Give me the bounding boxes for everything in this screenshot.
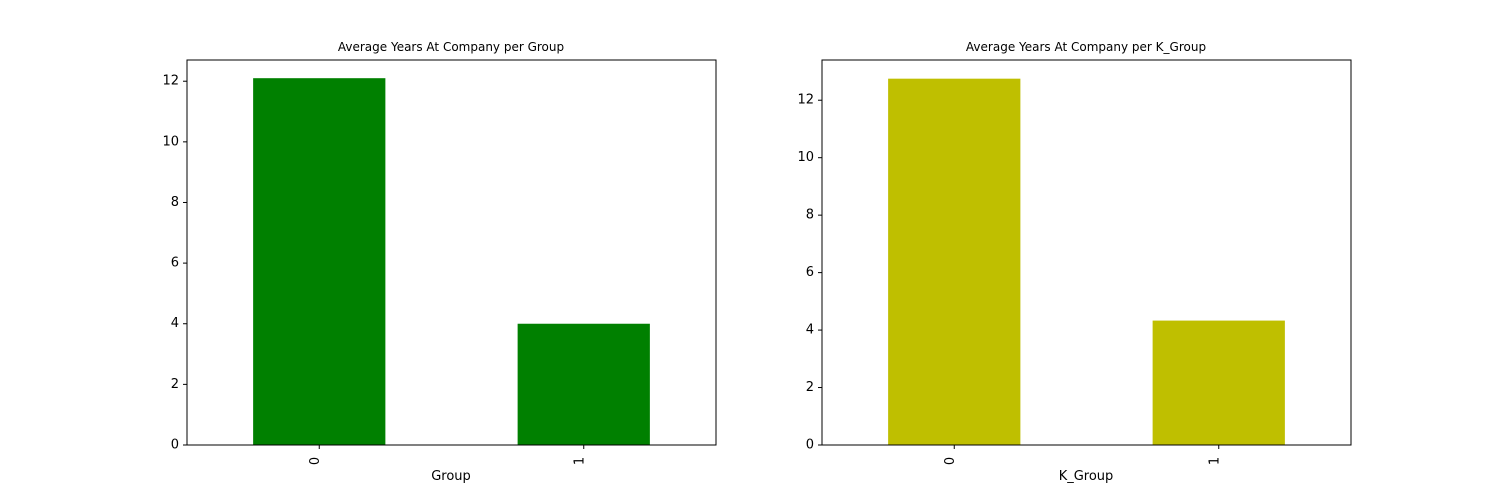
x-tick-label: 1: [572, 457, 587, 465]
y-tick-label: 10: [797, 150, 814, 165]
y-tick-label: 12: [162, 74, 179, 89]
x-axis-label: Group: [431, 469, 471, 484]
chart-group: Average Years At Company per Group Group…: [162, 40, 717, 484]
bar-1: [517, 323, 650, 445]
y-ticks: 0 2 4 6 8 10 12: [797, 93, 822, 453]
plot-frame: [186, 59, 717, 446]
bar-0: [253, 78, 386, 446]
x-tick-label: 0: [943, 457, 958, 465]
y-tick-label: 12: [797, 93, 814, 108]
y-tick-label: 4: [171, 316, 179, 331]
bar-0: [888, 78, 1021, 445]
chart-title: Average Years At Company per K_Group: [966, 40, 1206, 54]
y-tick-label: 0: [806, 438, 814, 453]
x-tick-label: 0: [308, 457, 323, 465]
bars: [888, 78, 1285, 445]
x-axis-label: K_Group: [1059, 469, 1114, 484]
y-tick-label: 6: [806, 265, 814, 280]
bar-1: [1152, 320, 1285, 445]
y-tick-label: 8: [806, 208, 814, 223]
plot-frame: [821, 59, 1352, 446]
x-tick-label: 1: [1207, 457, 1222, 465]
y-tick-label: 2: [806, 380, 814, 395]
y-ticks: 0 2 4 6 8 10 12: [162, 74, 187, 453]
y-tick-label: 8: [171, 195, 179, 210]
y-tick-label: 0: [171, 438, 179, 453]
chart-group: Average Years At Company per K_Group K_G…: [797, 40, 1352, 484]
y-tick-label: 4: [806, 323, 814, 338]
y-tick-label: 6: [171, 256, 179, 271]
bars: [253, 78, 650, 446]
y-tick-label: 2: [171, 377, 179, 392]
y-tick-label: 10: [162, 134, 179, 149]
chart-title: Average Years At Company per Group: [338, 40, 564, 54]
